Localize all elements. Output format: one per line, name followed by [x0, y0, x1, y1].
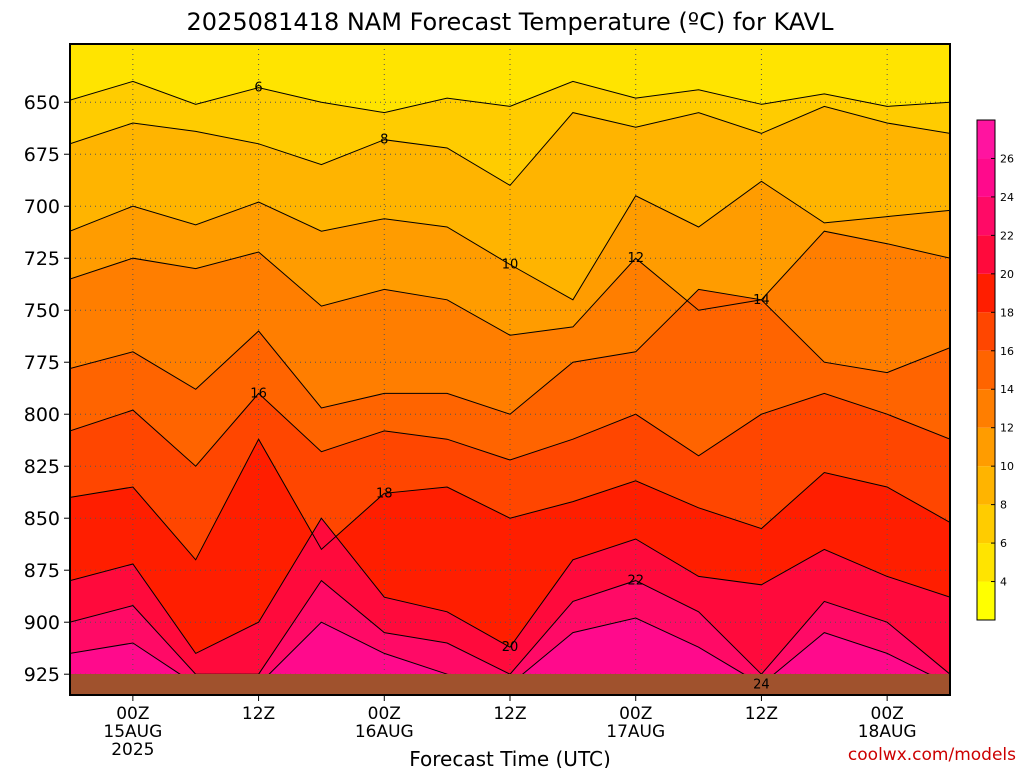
colorbar: 4 6 8 10 12 14 16 18 20 22 24 26 — [976, 119, 1014, 621]
x-tick-label: 00Z — [368, 704, 401, 724]
colorbar-swatch — [977, 196, 995, 236]
x-tick-date-label: 17AUG — [606, 722, 665, 742]
y-tick-label: 800 — [24, 404, 60, 426]
y-tick-label: 700 — [24, 196, 60, 218]
colorbar-swatch — [977, 466, 995, 505]
colorbar-label: 4 — [1000, 576, 1007, 589]
ground-layer — [70, 674, 950, 695]
y-tick-label: 775 — [24, 352, 60, 374]
x-axis-label: Forecast Time (UTC) — [409, 747, 611, 768]
colorbar-swatch — [977, 350, 995, 390]
colorbar-swatch — [977, 158, 995, 197]
contour-line — [70, 105, 950, 187]
colorbar-swatch — [977, 581, 995, 620]
contour-lines — [70, 80, 950, 686]
contour-label: 14 — [753, 293, 770, 308]
y-tick-label: 725 — [24, 248, 60, 270]
colorbar-swatch — [977, 273, 995, 313]
contour-labels: 6 8 10 12 14 16 18 20 22 24 — [250, 81, 769, 693]
y-tick-label: 750 — [24, 300, 60, 322]
contour-label: 22 — [627, 574, 644, 589]
contour-label: 16 — [250, 386, 267, 401]
x-tick-label: 12Z — [493, 704, 526, 724]
colorbar-label: 16 — [1000, 345, 1014, 358]
colorbar-swatch — [977, 120, 995, 159]
y-tick-label: 875 — [24, 560, 60, 582]
colorbar-label: 14 — [1000, 383, 1014, 396]
contour-line — [70, 288, 950, 415]
x-tick-date-label: 16AUG — [355, 722, 414, 742]
contour-label: 8 — [380, 133, 388, 148]
colorbar-label: 12 — [1000, 422, 1014, 435]
contour-line — [70, 230, 950, 336]
credit-text: coolwx.com/models — [848, 745, 1016, 765]
x-tick-label: 12Z — [745, 704, 778, 724]
colorbar-swatch — [977, 504, 995, 544]
colorbar-swatch — [977, 312, 995, 351]
contour-line — [70, 517, 950, 655]
y-tick-label: 675 — [24, 144, 60, 166]
contour-label: 6 — [254, 81, 262, 96]
contour-line — [70, 438, 950, 561]
colorbar-swatch — [977, 543, 995, 582]
y-tick-label: 850 — [24, 508, 60, 530]
contour-label: 18 — [376, 486, 393, 501]
y-tick-label: 900 — [24, 612, 60, 634]
x-tick-label: 00Z — [116, 704, 149, 724]
colorbar-swatch — [977, 427, 995, 467]
colorbar-label: 10 — [1000, 460, 1014, 473]
chart-title: 2025081418 NAM Forecast Temperature (ºC)… — [187, 8, 835, 36]
colorbar-label: 18 — [1000, 306, 1014, 319]
colorbar-label: 26 — [1000, 152, 1014, 165]
x-tick-date-label: 15AUG — [103, 722, 162, 742]
colorbar-frame — [976, 119, 996, 621]
x-tick-label: 12Z — [242, 704, 275, 724]
contour-line — [70, 80, 950, 114]
contour-label: 10 — [502, 257, 519, 272]
y-axis: 650 675 700 725 750 775 800 825 850 875 900 925 — [24, 92, 70, 686]
colorbar-label: 22 — [1000, 229, 1014, 242]
x-tick-date-label: 18AUG — [858, 722, 917, 742]
y-tick-label: 650 — [24, 92, 60, 114]
temperature-fill-bands — [70, 44, 950, 695]
contour-label: 12 — [627, 251, 644, 266]
contour-line — [70, 180, 950, 301]
colorbar-swatch — [977, 389, 995, 428]
contour-line — [70, 392, 950, 467]
x-tick-year-label: 2025 — [111, 740, 154, 760]
contour-label: 24 — [753, 678, 770, 693]
y-tick-label: 925 — [24, 664, 60, 686]
x-tick-label: 00Z — [619, 704, 652, 724]
colorbar-label: 24 — [1000, 191, 1014, 204]
colorbar-swatch — [977, 235, 995, 274]
colorbar-label: 6 — [1000, 537, 1007, 550]
colorbar-label: 8 — [1000, 499, 1007, 512]
y-tick-label: 825 — [24, 456, 60, 478]
plot-area — [70, 44, 950, 695]
contour-label: 20 — [502, 640, 519, 655]
x-tick-label: 00Z — [871, 704, 904, 724]
colorbar-label: 20 — [1000, 268, 1014, 281]
